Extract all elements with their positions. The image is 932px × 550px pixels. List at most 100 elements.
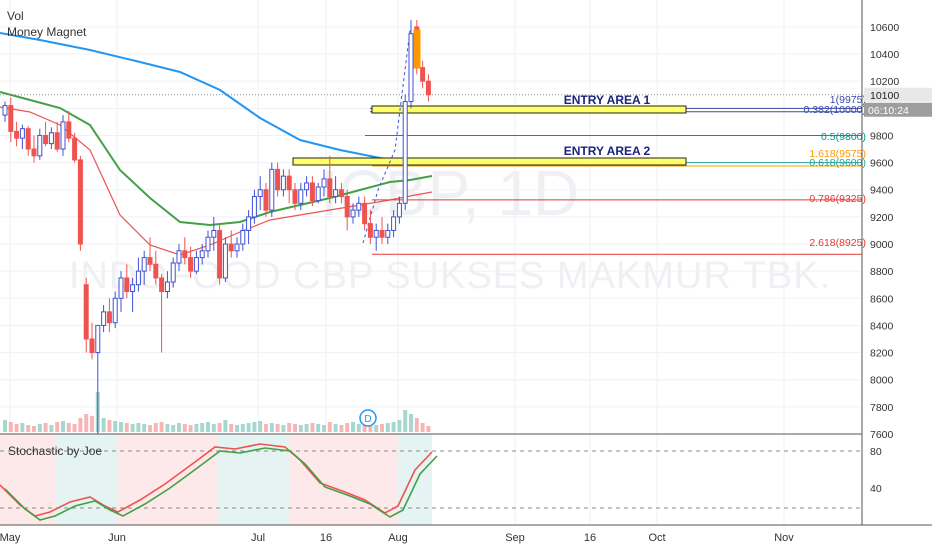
volume-bar <box>14 424 19 432</box>
legend-vol: Vol <box>7 9 24 23</box>
candle-body <box>338 189 344 198</box>
candle-body <box>176 250 182 264</box>
y-tick-label: 9200 <box>870 212 894 224</box>
candle-body <box>112 297 118 324</box>
fib-level-label: 1(9975) <box>830 94 866 106</box>
candle-body <box>37 134 43 157</box>
dividend-marker <box>359 409 377 427</box>
candle-body <box>101 311 107 326</box>
volume-bar <box>333 424 338 432</box>
volume-bar <box>397 420 402 432</box>
volume-bar <box>269 423 274 432</box>
volume-bar <box>177 423 181 432</box>
candle-body <box>228 243 234 252</box>
candle-body <box>217 229 223 279</box>
y-tick-label: 10200 <box>870 76 899 88</box>
candle-body <box>118 277 124 299</box>
volume-bar <box>298 425 303 432</box>
volume-bar <box>206 422 210 432</box>
volume-bar <box>345 423 350 432</box>
candle-body <box>292 189 298 204</box>
candle-body <box>356 202 362 211</box>
volume-bar <box>304 424 309 432</box>
candle-body <box>396 202 402 218</box>
candle-body <box>19 128 25 139</box>
volume-bar <box>246 423 251 432</box>
y-tick-label: 8600 <box>870 293 894 305</box>
candle-body <box>83 284 89 340</box>
y-tick-label: 8200 <box>870 348 894 360</box>
candle-body <box>48 132 54 145</box>
volume-bar <box>20 423 25 432</box>
volume-bar <box>119 422 123 432</box>
candle-body <box>182 250 188 259</box>
volume-bar <box>351 422 355 432</box>
volume-bar <box>374 425 379 432</box>
candle-body <box>391 216 397 231</box>
volume-bar <box>153 423 158 432</box>
candle-body <box>257 189 263 198</box>
x-tick-label: Oct <box>648 532 665 544</box>
x-tick-label: Nov <box>774 532 794 544</box>
volume-bar <box>275 424 280 432</box>
volume-bar <box>194 424 199 432</box>
volume-bar <box>339 425 344 432</box>
candle-body <box>298 189 304 204</box>
y-tick-label: 9400 <box>870 185 894 197</box>
volume-bar <box>188 425 193 432</box>
candle-body <box>286 175 292 191</box>
candle-body <box>234 243 240 252</box>
countdown-badge <box>864 102 932 117</box>
volume-bar <box>293 424 297 432</box>
candle-body <box>379 229 385 238</box>
volume-bar <box>182 424 187 432</box>
x-tick-label: Sep <box>505 532 525 544</box>
entry-area-1-label: ENTRY AREA 1 <box>564 93 651 107</box>
volume-bar <box>356 424 361 432</box>
fib-level-label: 2.618(8925) <box>809 237 866 249</box>
candle-body <box>193 257 199 272</box>
candle-body <box>72 137 78 161</box>
candle-body <box>222 243 228 279</box>
volume-bar <box>368 424 373 432</box>
volume-bar <box>240 424 245 432</box>
candle-body <box>8 105 14 132</box>
volume-bar <box>90 416 94 432</box>
volume-bar <box>264 424 268 432</box>
volume-bar <box>235 425 239 432</box>
volume-bar <box>391 422 396 432</box>
x-tick-label: Jul <box>251 532 265 544</box>
candle-body <box>327 178 333 198</box>
volume-bar <box>101 418 106 432</box>
candle-body <box>309 182 315 202</box>
volume-bar <box>142 424 147 432</box>
y-tick-label: 9600 <box>870 158 894 170</box>
candle-body <box>385 229 391 238</box>
candle-body <box>66 121 72 139</box>
candle-body <box>408 33 414 103</box>
fib-level-label: 0.618(9600) <box>809 157 866 169</box>
candle-body <box>362 202 368 225</box>
volume-bar <box>43 423 48 432</box>
volume-bar <box>223 420 228 432</box>
volume-bar <box>55 422 60 432</box>
candle-body <box>304 182 310 191</box>
x-tick-label: Aug <box>388 532 408 544</box>
x-tick-label: 16 <box>320 532 332 544</box>
volume-bar <box>171 425 176 432</box>
volume-bar <box>26 425 31 432</box>
dividend-marker-text: D <box>364 414 371 425</box>
volume-bar <box>165 424 170 432</box>
volume-bar <box>61 421 65 432</box>
candle-body <box>188 257 194 272</box>
stoch-band <box>398 434 432 525</box>
candle-body <box>251 196 257 218</box>
volume-bar <box>130 424 135 432</box>
candle-body <box>321 178 327 188</box>
candle-body <box>54 132 60 150</box>
fib-level-label: 0.382(10000) <box>804 104 866 116</box>
stoch-band <box>55 434 117 525</box>
volume-bar <box>136 423 141 432</box>
candle-body <box>106 311 112 324</box>
